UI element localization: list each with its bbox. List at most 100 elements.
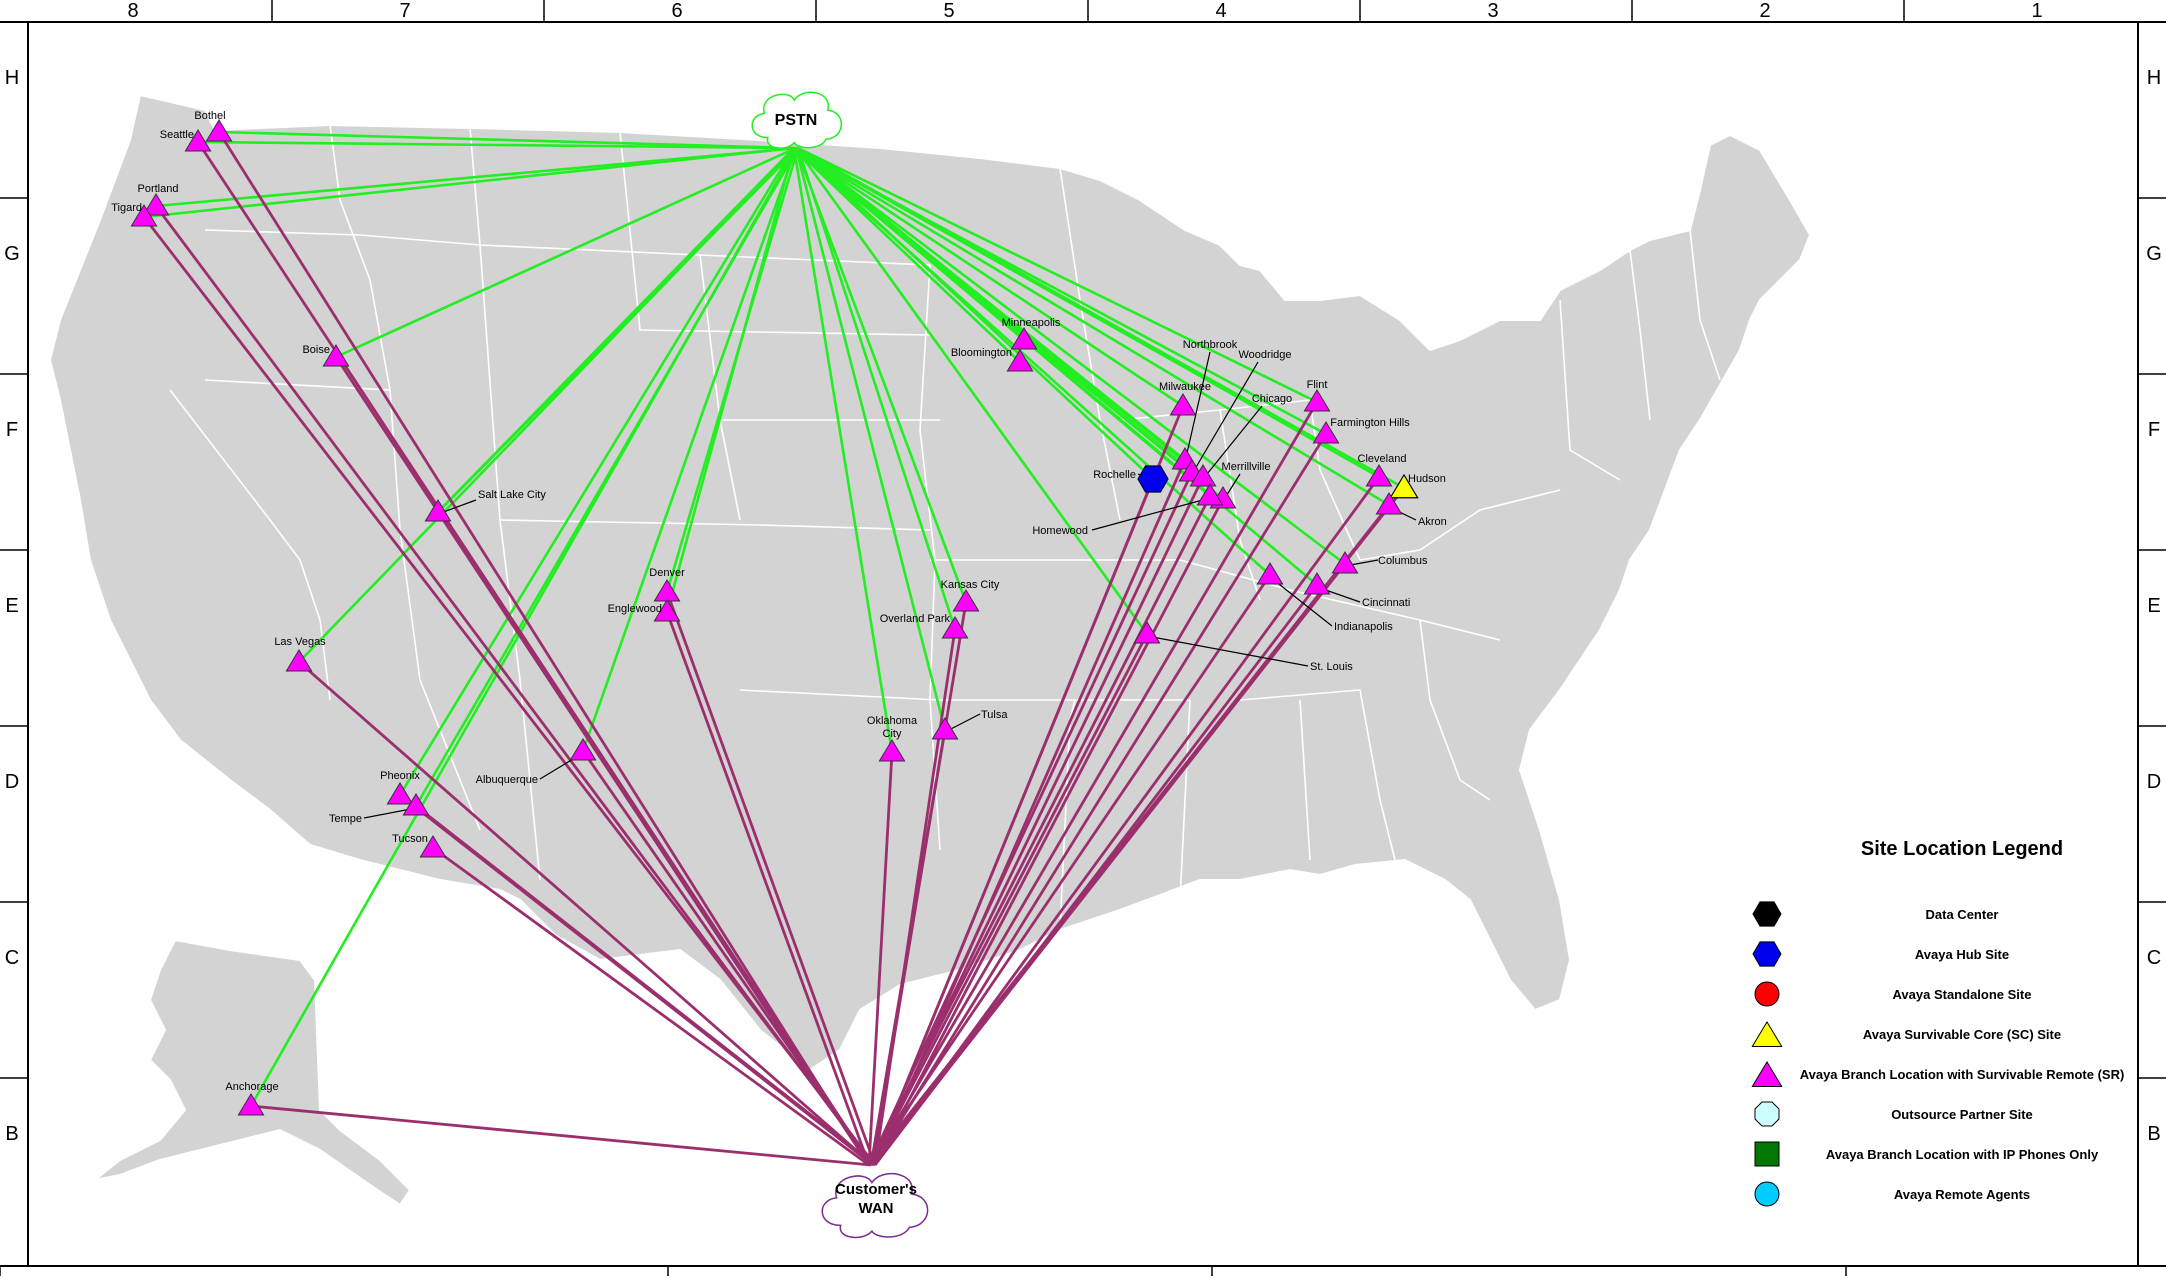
site-portland[interactable]: Portland (138, 183, 179, 216)
site-label: Pheonix (380, 770, 420, 782)
row-label-left: B (5, 1123, 18, 1145)
site-pheonix[interactable]: Pheonix (380, 770, 420, 805)
site-tempe[interactable]: Tempe (329, 793, 430, 825)
pstn-link (794, 147, 947, 731)
label-leader-line (1184, 351, 1211, 463)
branch-site-icon (322, 344, 350, 367)
network-clouds: PSTN Customer's WAN (751, 91, 929, 1239)
legend-triangle-icon (1751, 1061, 1783, 1087)
wan-link (217, 131, 871, 1166)
site-label: Salt Lake City (478, 489, 546, 501)
site-label: Columbus (1378, 555, 1428, 567)
branch-site-icon (1331, 551, 1359, 574)
site-overlandpark[interactable]: Overland Park (880, 613, 969, 639)
site-label: Las Vegas (274, 636, 326, 648)
site-label: Denver (649, 567, 685, 579)
pstn-link (795, 146, 1346, 566)
column-label: 3 (1487, 0, 1498, 22)
legend-item: Avaya Hub Site (1752, 941, 2009, 967)
site-lasvegas[interactable]: Las Vegas (274, 636, 326, 672)
column-label: 5 (943, 0, 954, 22)
pstn-label: PSTN (775, 112, 818, 129)
site-bloomington[interactable]: Bloomington (951, 347, 1034, 372)
site-minneapolis[interactable]: Minneapolis (1002, 317, 1061, 350)
branch-site-icon (569, 738, 597, 761)
column-label: 1 (2031, 0, 2042, 22)
site-oklahoma[interactable]: Oklahoma City (867, 715, 918, 762)
branch-site-icon (142, 193, 170, 216)
legend-item: Avaya Standalone Site (1754, 981, 2031, 1007)
legend-octagon-icon (1754, 1101, 1780, 1127)
site-chicago[interactable]: Chicago (1189, 393, 1292, 487)
legend-label: Avaya Survivable Core (SC) Site (1863, 1027, 2061, 1042)
site-cleveland[interactable]: Cleveland (1358, 453, 1407, 487)
branch-site-icon (285, 649, 313, 672)
branch-site-icon (1133, 621, 1161, 644)
wan-link (871, 433, 1328, 1166)
site-farmington[interactable]: Farmington Hills (1312, 417, 1410, 444)
site-label: Chicago (1252, 393, 1292, 405)
wan-link (867, 495, 1212, 1166)
row-label-right: E (2147, 595, 2160, 617)
site-label: Hudson (1408, 473, 1446, 485)
site-label: Seattle (160, 129, 194, 141)
column-label: 4 (1215, 0, 1226, 22)
site-label: Homewood (1032, 525, 1088, 537)
pstn-link (797, 146, 1405, 490)
site-tigard[interactable]: Tigard (111, 202, 158, 227)
column-label: 8 (127, 0, 138, 22)
site-label: Albuquerque (476, 774, 538, 786)
site-englewood[interactable]: Englewood (608, 599, 681, 622)
site-cincinnati[interactable]: Cincinnati (1303, 572, 1410, 609)
site-albuquerque[interactable]: Albuquerque (476, 738, 597, 786)
site-indianapolis[interactable]: Indianapolis (1256, 562, 1393, 633)
row-label-left: G (4, 243, 20, 265)
site-label: Merrillville (1222, 461, 1271, 473)
site-tulsa[interactable]: Tulsa (931, 709, 1008, 740)
us-map (48, 93, 1812, 1207)
legend-title: Site Location Legend (1861, 838, 2063, 860)
site-hudson[interactable]: Hudson (1389, 473, 1446, 499)
site-milwaukee[interactable]: Milwaukee (1159, 381, 1211, 416)
site-label: Cleveland (1358, 453, 1407, 465)
legend-label: Avaya Branch Location with IP Phones Onl… (1826, 1147, 2099, 1162)
wan-label-line1: Customer's (835, 1181, 917, 1198)
label-leader-line (1091, 497, 1211, 531)
legend-label: Avaya Branch Location with Survivable Re… (1800, 1067, 2125, 1082)
site-boise[interactable]: Boise (302, 344, 350, 367)
wan-link (250, 1104, 872, 1167)
site-bothel[interactable]: Bothel (194, 110, 233, 142)
site-flint[interactable]: Flint (1303, 379, 1331, 412)
site-label: Cincinnati (1362, 597, 1410, 609)
site-denver[interactable]: Denver (649, 567, 685, 602)
pstn-link (794, 147, 968, 603)
wan-link (871, 405, 1185, 1166)
site-stlouis[interactable]: St. Louis (1133, 621, 1353, 673)
pstn-link (143, 146, 795, 219)
site-kansascity[interactable]: Kansas City (941, 579, 1000, 612)
branch-site-icon (1189, 464, 1217, 487)
branch-site-icon (1169, 393, 1197, 416)
wan-link (581, 750, 873, 1166)
site-columbus[interactable]: Columbus (1331, 551, 1428, 574)
site-homewood[interactable]: Homewood (1032, 483, 1224, 537)
site-seattle[interactable]: Seattle (160, 129, 212, 152)
site-saltlake[interactable]: Salt Lake City (424, 489, 546, 522)
pstn-link (581, 147, 798, 752)
site-anchorage[interactable]: Anchorage (225, 1081, 279, 1116)
branch-site-icon (130, 204, 158, 227)
label-leader-line (1202, 405, 1263, 480)
pstn-link (218, 130, 795, 150)
column-label: 2 (1759, 0, 1770, 22)
site-rochelle[interactable]: Rochelle (1093, 465, 1169, 493)
branch-site-icon (205, 119, 233, 142)
site-tucson[interactable]: Tucson (392, 833, 447, 858)
pstn-link (249, 147, 798, 1107)
site-label: Woodridge (1239, 349, 1292, 361)
pstn-link (335, 146, 797, 359)
branch-site-icon (237, 1093, 265, 1116)
site-akron[interactable]: Akron (1375, 492, 1447, 528)
legend-label: Data Center (1926, 907, 1999, 922)
